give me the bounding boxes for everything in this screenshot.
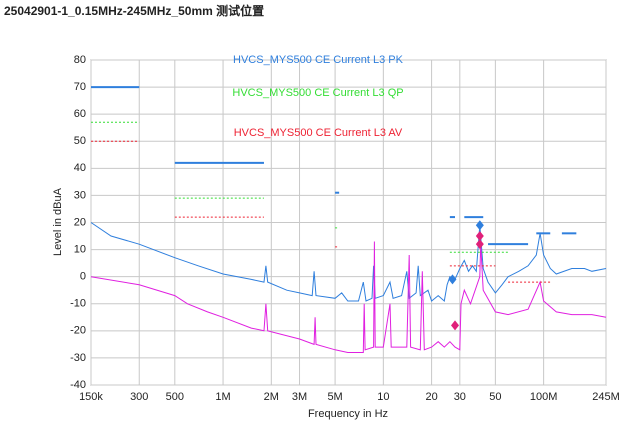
y-tick-label: 20 [74, 216, 86, 228]
y-tick-label: 10 [74, 243, 86, 255]
x-tick-label: 2M [264, 391, 279, 403]
legend-entry: HVCS_MYS500 CE Current L3 AV [234, 127, 403, 139]
x-axis-label: Frequency in Hz [308, 408, 388, 420]
trace-line [90, 241, 607, 353]
legend-entry: HVCS_MYS500 CE Current L3 PK [233, 54, 404, 66]
y-tick-label: 80 [74, 54, 86, 66]
y-axis-label: Level in dBuA [52, 187, 64, 256]
x-tick-label: 100M [530, 391, 558, 403]
marker [475, 231, 484, 242]
y-tick-label: -30 [70, 352, 86, 364]
x-tick-label: 20 [425, 391, 437, 403]
x-tick-label: 1M [215, 391, 230, 403]
x-tick-label: 10 [377, 391, 389, 403]
x-tick-label: 5M [327, 391, 342, 403]
y-tick-label: -20 [70, 325, 86, 337]
marker [451, 320, 460, 331]
y-tick-label: 60 [74, 108, 86, 120]
legend-entry: HVCS_MYS500 CE Current L3 QP [232, 87, 403, 99]
marker [448, 274, 457, 285]
y-tick-label: 0 [80, 271, 86, 283]
y-tick-label: 70 [74, 81, 86, 93]
marker [475, 220, 484, 231]
chart-title: 25042901-1_0.15MHz-245MHz_50mm 测试位置 [4, 3, 264, 18]
x-tick-label: 30 [454, 391, 466, 403]
x-tick-label: 50 [489, 391, 501, 403]
x-tick-label: 3M [292, 391, 307, 403]
x-tick-label: 300 [130, 391, 148, 403]
y-tick-label: -10 [70, 298, 86, 310]
marker [475, 239, 484, 250]
trace-line [90, 222, 607, 302]
x-tick-label: 150k [79, 391, 103, 403]
y-tick-label: -40 [70, 379, 86, 391]
y-tick-label: 40 [74, 162, 86, 174]
y-tick-label: 30 [74, 189, 86, 201]
y-tick-label: 50 [74, 135, 86, 147]
x-tick-label: 245M [592, 391, 620, 403]
x-tick-label: 500 [166, 391, 184, 403]
